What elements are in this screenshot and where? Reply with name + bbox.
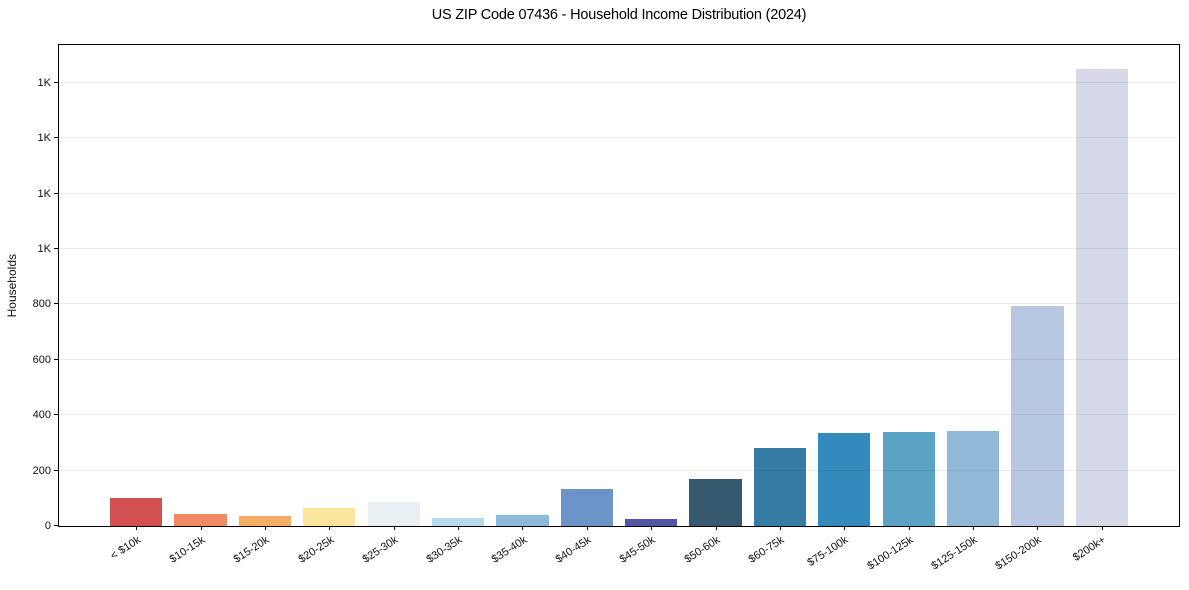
x-tick-label: $45-50k	[617, 534, 658, 566]
category-slot: $75-100k	[806, 45, 876, 569]
category-slot: $40-45k	[553, 45, 619, 566]
bar	[946, 431, 1000, 526]
x-tick-label: < $10k	[108, 534, 143, 563]
y-tick-label: 800	[32, 298, 51, 311]
x-tick-mark	[136, 526, 138, 530]
x-tick-mark	[522, 526, 524, 530]
y-axis-label: Households	[3, 44, 21, 527]
plot-area: < $10k $10-15k $15-20k $20-25k $25-30k $30-35…	[33, 44, 1180, 572]
bar	[238, 516, 291, 526]
category-slot: $15-20k	[232, 45, 297, 566]
category-slot: $35-40k	[489, 45, 554, 566]
y-axis-label-text: Households	[5, 253, 19, 318]
y-tick-label: 1K	[37, 76, 51, 89]
x-tick-mark	[908, 526, 910, 530]
bars-layer: < $10k $10-15k $15-20k $20-25k $25-30k $30-35…	[59, 45, 1179, 572]
x-tick-label: $20-25k	[295, 534, 336, 566]
x-tick-mark	[393, 526, 395, 530]
x-tick-label: $40-45k	[553, 534, 594, 566]
bar	[367, 502, 420, 526]
x-tick-label: $35-40k	[489, 534, 529, 566]
category-slot: $45-50k	[618, 45, 683, 566]
x-tick-label: $15-20k	[231, 534, 272, 566]
x-tick-mark	[651, 526, 653, 530]
bar	[431, 518, 485, 526]
bar	[496, 515, 549, 526]
category-slot: $30-35k	[425, 45, 490, 566]
x-tick-mark	[586, 526, 588, 530]
y-tick-label: 0	[44, 520, 51, 532]
category-slot: $150-200k	[994, 45, 1069, 572]
bar	[818, 433, 871, 526]
x-tick-mark	[715, 526, 717, 530]
y-tick-label: 200	[32, 464, 51, 477]
y-tick-label: 1K	[37, 187, 51, 200]
category-slot: $200k+	[1070, 45, 1134, 564]
category-slot: $25-30k	[360, 45, 426, 566]
bar	[560, 488, 613, 526]
bar	[303, 508, 356, 526]
x-tick-label: $75-100k	[805, 534, 851, 570]
bar	[110, 498, 163, 526]
x-tick-label: $30-35k	[424, 534, 465, 566]
x-tick-label: $125-150k	[929, 534, 980, 573]
category-slot: $60-75k	[747, 45, 812, 566]
category-slot: < $10k	[104, 45, 168, 562]
x-tick-mark	[264, 526, 266, 530]
x-tick-mark	[1037, 526, 1039, 530]
bar	[882, 431, 935, 526]
y-tick-label: 400	[32, 409, 51, 422]
x-tick-mark	[458, 526, 460, 530]
x-tick-label: $50-60k	[682, 534, 723, 566]
x-tick-mark	[779, 526, 781, 530]
y-tick-label: 1K	[37, 132, 51, 145]
bar	[1075, 69, 1128, 526]
chart-title: US ZIP Code 07436 - Household Income Dis…	[431, 7, 807, 23]
bar	[689, 478, 742, 526]
x-tick-mark	[1101, 526, 1103, 530]
category-slot: $10-15k	[167, 45, 232, 566]
x-tick-mark	[200, 526, 202, 530]
x-tick-label: $150-200k	[993, 534, 1044, 573]
x-tick-label: $60-75k	[746, 534, 787, 566]
category-slot: $20-25k	[296, 45, 361, 566]
x-tick-mark	[844, 526, 846, 530]
category-slot: $50-60k	[682, 45, 747, 566]
bar	[174, 513, 227, 526]
bar	[1011, 306, 1064, 526]
y-tick-label: 600	[32, 353, 51, 366]
x-tick-mark	[973, 526, 975, 530]
x-tick-label: $200k+	[1071, 534, 1109, 564]
x-tick-label: $10-15k	[167, 534, 208, 566]
category-slot: $125-150k	[929, 45, 1005, 572]
x-tick-label: $100-125k	[865, 534, 916, 573]
bar	[625, 518, 678, 526]
category-slot: $100-125k	[865, 45, 941, 572]
bar	[753, 448, 806, 526]
x-tick-mark	[329, 526, 331, 530]
y-tick-label: 1K	[37, 243, 51, 256]
x-tick-label: $25-30k	[360, 534, 401, 566]
